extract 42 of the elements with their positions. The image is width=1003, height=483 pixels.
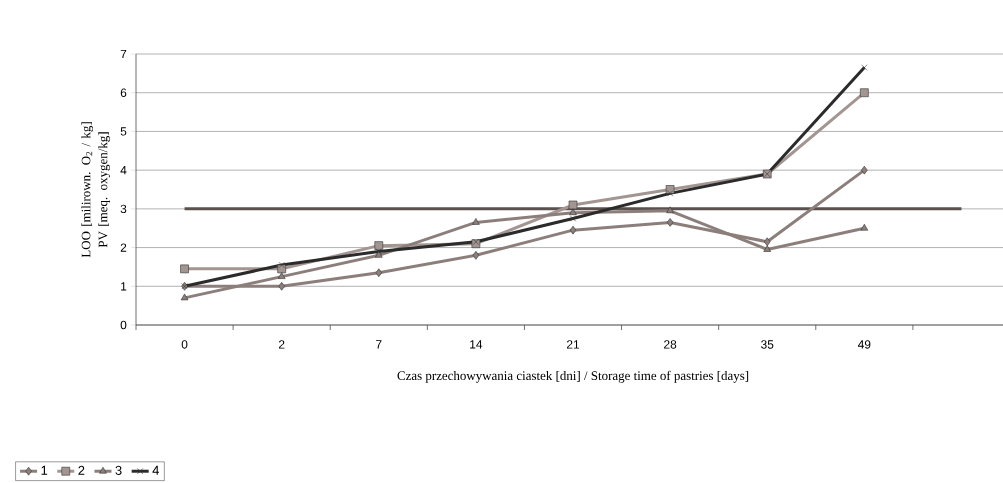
point xyxy=(569,208,577,216)
legend-label: 2 xyxy=(78,465,85,475)
y-tick-label: 3 xyxy=(120,204,127,214)
point xyxy=(860,223,869,231)
x-tick-label: 7 xyxy=(376,340,382,349)
x-tick-label: 28 xyxy=(664,340,677,349)
point xyxy=(763,245,771,252)
x-tick-label: 35 xyxy=(761,340,774,349)
x-tick-label: 14 xyxy=(470,340,483,349)
point xyxy=(569,215,577,222)
point xyxy=(472,251,480,260)
point xyxy=(374,241,384,250)
y-tick-label: 4 xyxy=(120,166,127,175)
point xyxy=(375,268,383,278)
point xyxy=(568,200,578,210)
point xyxy=(666,190,674,197)
y-tick-label: 1 xyxy=(121,282,127,291)
point xyxy=(278,281,285,291)
point xyxy=(666,206,674,214)
x-tick-label: 2 xyxy=(278,340,285,349)
point xyxy=(472,218,480,225)
y-tick-label: 0 xyxy=(120,320,127,330)
point xyxy=(860,88,869,98)
x-tick-label: 0 xyxy=(181,340,188,349)
point xyxy=(278,261,285,269)
y-tick-label: 2 xyxy=(120,243,127,252)
point xyxy=(180,264,189,274)
x-tick-label: 21 xyxy=(566,340,580,349)
legend-label: 4 xyxy=(152,465,159,475)
point xyxy=(277,272,286,279)
point xyxy=(861,64,868,71)
point xyxy=(861,165,868,175)
point xyxy=(666,218,674,227)
x-axis-title: Czas przechowywania ciastek [dni] / Storage time of pastries [days] xyxy=(397,370,749,383)
point xyxy=(569,225,577,235)
y-tick-label: 6 xyxy=(120,88,127,97)
y-tick-label: 7 xyxy=(120,49,127,59)
y-tick-label: 5 xyxy=(120,127,127,136)
point xyxy=(180,293,189,301)
legend-label: 1 xyxy=(41,465,48,475)
point xyxy=(763,237,771,247)
x-tick-label: 49 xyxy=(857,340,871,349)
